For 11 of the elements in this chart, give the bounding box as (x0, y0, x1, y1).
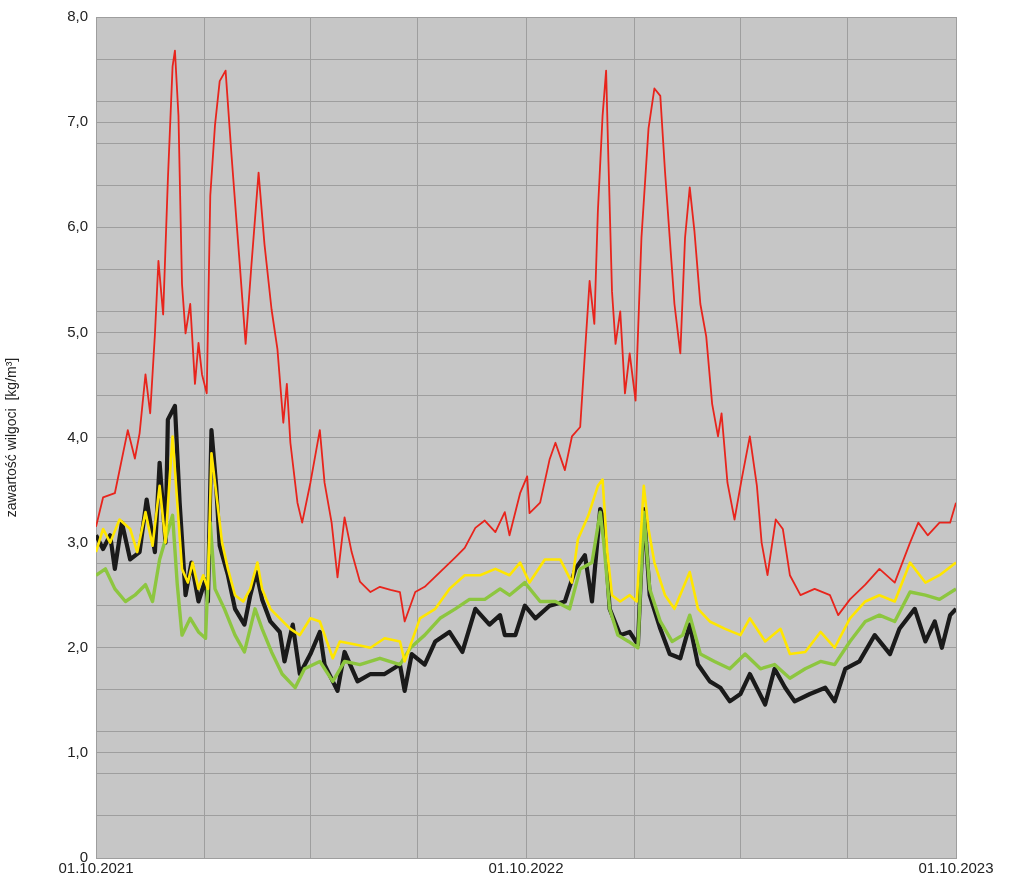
y-tick-label: 7,0 (67, 112, 88, 130)
y-tick-label: 3,0 (67, 532, 88, 550)
y-axis-title: zawartość wilgoci [kg/m³] (3, 357, 20, 518)
y-tick-label: 1,0 (67, 743, 88, 761)
x-tick-label: 01.10.2022 (488, 859, 564, 877)
y-tick-label: 4,0 (67, 427, 88, 445)
x-tick-label: 01.10.2023 (918, 859, 994, 877)
y-tick-label: 8,0 (67, 7, 88, 25)
y-tick-label: 5,0 (67, 322, 88, 340)
y-tick-label: 2,0 (67, 637, 88, 655)
y-tick-label: 6,0 (67, 217, 88, 235)
